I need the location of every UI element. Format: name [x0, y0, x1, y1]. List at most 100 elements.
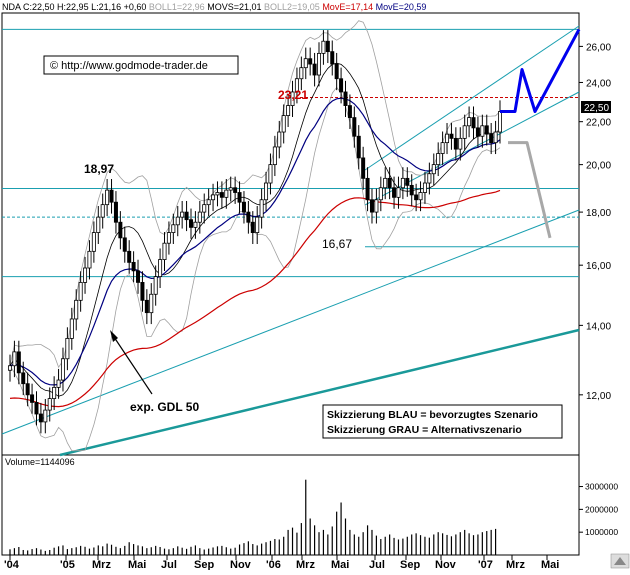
- x-tick-label: Sep: [194, 559, 214, 570]
- candle-body: [188, 219, 193, 228]
- channel-upper: [364, 25, 580, 171]
- candle-body: [347, 105, 352, 118]
- annotation-low-2006: 16,67: [322, 237, 352, 251]
- candle-body: [462, 125, 467, 139]
- candle-body: [400, 177, 405, 189]
- candle-body: [268, 164, 273, 184]
- candle-body: [197, 211, 202, 223]
- candle-body: [219, 192, 224, 198]
- candle-body: [405, 177, 410, 186]
- price-panel-frame: [1, 12, 580, 456]
- exp-average-slow: [9, 189, 501, 408]
- x-tick-label: '06: [266, 559, 281, 570]
- candle-body: [91, 232, 96, 252]
- moving-average: [9, 62, 501, 397]
- x-tick-label: '04: [4, 559, 20, 570]
- candle-body: [383, 177, 388, 189]
- exp-average-fast: [9, 97, 501, 386]
- price-tick-label: 18,00: [586, 208, 611, 219]
- candle-body: [122, 237, 127, 252]
- candle-body: [422, 182, 427, 193]
- last-price-tag: 22,50: [584, 103, 609, 114]
- candle-body: [228, 187, 233, 191]
- volume-tick-label: 3000000: [585, 482, 618, 492]
- candle-body: [162, 242, 167, 260]
- candle-body: [25, 383, 30, 396]
- candle-body: [184, 211, 189, 221]
- candle-body: [96, 216, 101, 233]
- candle-body: [471, 117, 476, 129]
- x-tick-label: Jul: [161, 559, 177, 570]
- candle-body: [467, 117, 472, 127]
- annotation-high-2005: 18,97: [84, 162, 114, 176]
- candle-body: [47, 398, 52, 411]
- candle-body: [440, 142, 445, 154]
- candle-body: [131, 261, 136, 272]
- gdl-arrow-line: [111, 333, 153, 395]
- x-tick-label: Jul: [369, 559, 385, 570]
- candle-body: [334, 63, 339, 80]
- candle-body: [83, 267, 88, 283]
- candle-body: [87, 250, 92, 269]
- candle-body: [431, 164, 436, 175]
- trend-line-long-support: [59, 328, 580, 457]
- candle-body: [233, 187, 238, 193]
- x-tick-label: Mrz: [296, 559, 315, 570]
- annotation-high-2006: 23,21: [278, 88, 308, 102]
- candle-body: [396, 187, 401, 198]
- candle-body: [489, 133, 494, 144]
- candle-body: [237, 192, 242, 203]
- candle-body: [436, 153, 441, 166]
- legend-blue-text: Skizzierung BLAU = bevorzugtes Szenario: [327, 409, 538, 421]
- candle-body: [246, 211, 251, 223]
- candle-body: [418, 192, 423, 201]
- volume-panel-frame: [1, 454, 580, 556]
- candle-body: [484, 125, 489, 135]
- candle-body: [241, 201, 246, 213]
- candle-body: [193, 221, 198, 228]
- x-tick-label: Mai: [541, 559, 559, 570]
- x-tick-label: Mai: [128, 559, 146, 570]
- last-price-tag-bg: [581, 101, 611, 113]
- candle-body: [480, 125, 485, 137]
- candle-body: [34, 401, 39, 415]
- candle-body: [308, 58, 313, 65]
- candle-body: [312, 63, 317, 76]
- candle-body: [475, 127, 480, 137]
- scenario-sketches: [500, 28, 581, 239]
- candle-body: [356, 135, 361, 159]
- copyright-text: © http://www.godmode-trader.de: [50, 60, 208, 72]
- candle-body: [105, 189, 110, 206]
- candle-body: [409, 184, 414, 196]
- candle-body: [100, 204, 105, 218]
- candle-body: [21, 372, 26, 385]
- candle-body: [325, 40, 330, 53]
- logo-icon: [614, 557, 626, 565]
- candle-body: [16, 351, 21, 374]
- chart-header: NDA C:22,50 H:22,95 L:21,16 +0,60 BOLL1=…: [2, 2, 426, 12]
- candle-body: [202, 204, 207, 213]
- volume-tick-label: 1000000: [585, 527, 618, 537]
- candle-body: [7, 365, 12, 371]
- candle-body: [378, 187, 383, 201]
- candle-body: [74, 299, 79, 320]
- candle-body: [497, 111, 502, 133]
- candle-body: [343, 91, 348, 106]
- candles: [7, 30, 502, 434]
- candle-body: [153, 276, 158, 295]
- bollinger-lower: [9, 86, 501, 452]
- axes: 12,00 14,00 16,00 18,00 20,00 22,00 24,00 26,00…: [4, 42, 618, 571]
- x-tick-label: Mrz: [92, 559, 111, 570]
- indicator-lines: [9, 20, 501, 452]
- x-tick-label: '05: [60, 559, 75, 570]
- candle-body: [449, 133, 454, 139]
- price-tick-label: 14,00: [586, 321, 611, 332]
- candle-body: [69, 318, 74, 339]
- volume-bars: [9, 479, 497, 555]
- candle-body: [427, 173, 432, 184]
- trend-lines: [1, 25, 580, 457]
- price-tick-label: 24,00: [586, 78, 611, 89]
- candle-body: [175, 216, 180, 226]
- candle-body: [158, 259, 163, 277]
